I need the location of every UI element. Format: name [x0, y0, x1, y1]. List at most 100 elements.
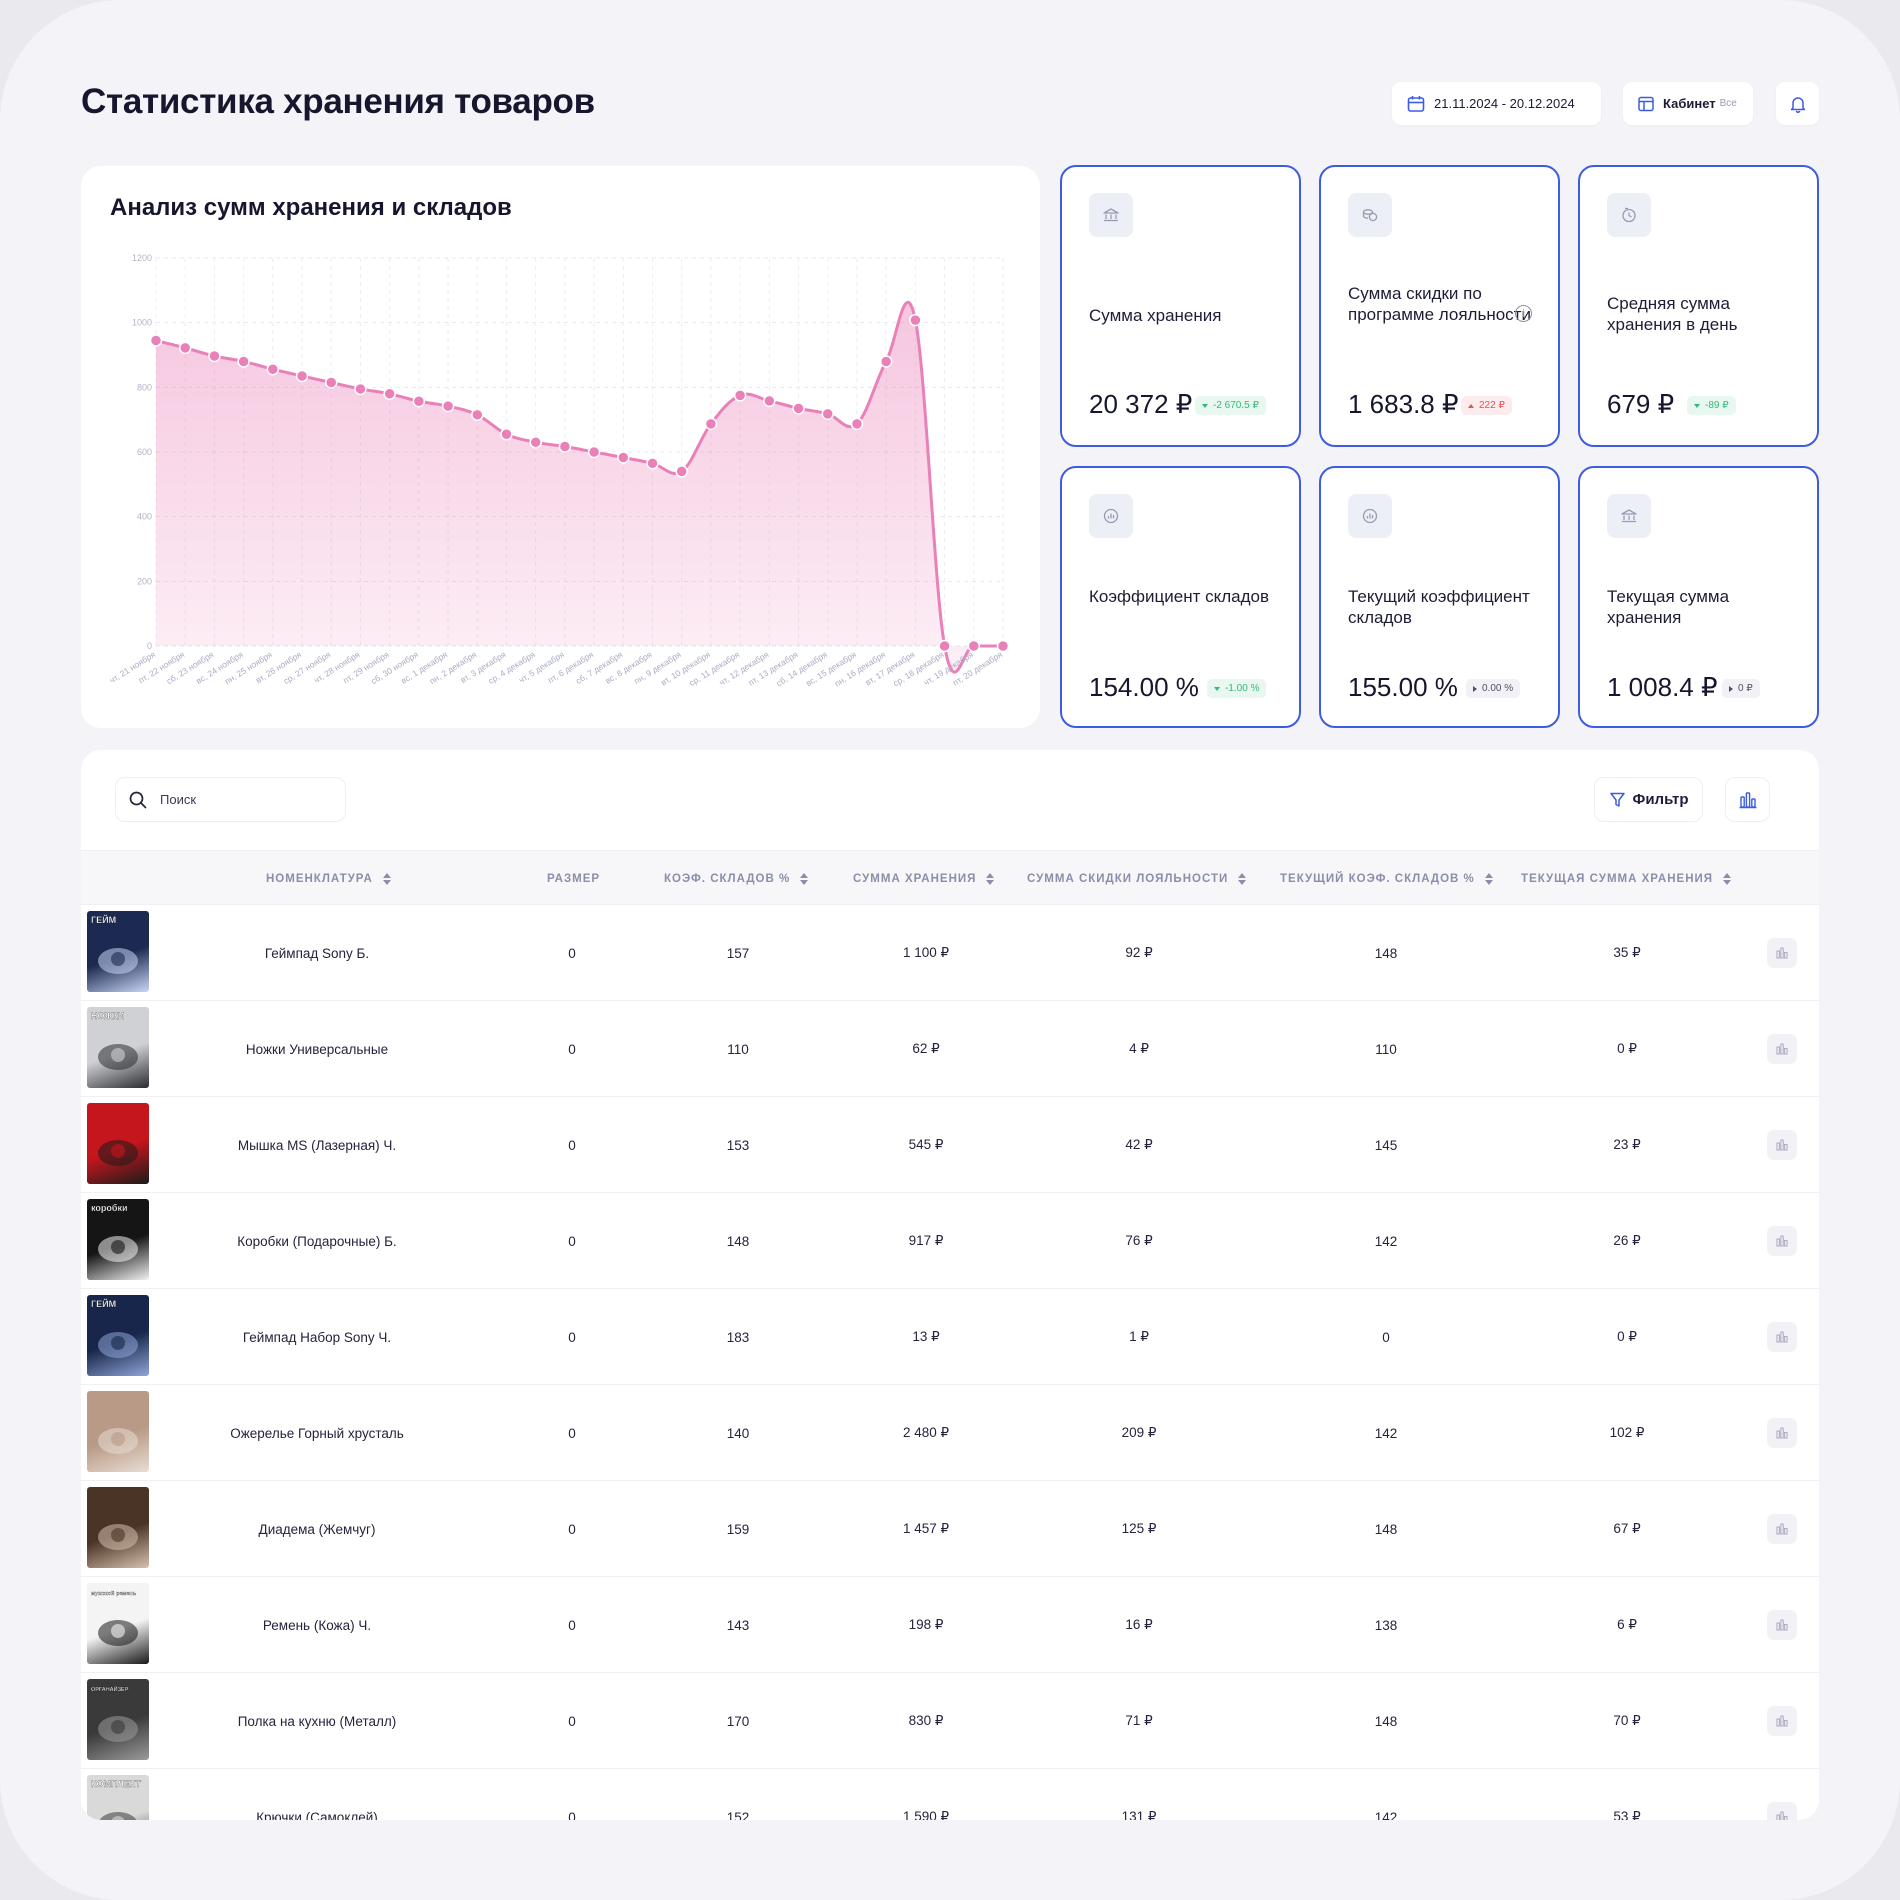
column-header-storage[interactable]: Сумма хранения	[853, 851, 995, 906]
table-row[interactable]: Ожерелье Горный хрусталь 0 140 2 480 ₽ 209 ₽…	[81, 1385, 1819, 1481]
info-icon[interactable]: i	[1515, 305, 1532, 322]
row-chart-button[interactable]	[1767, 938, 1797, 968]
search-input[interactable]: Поиск	[160, 792, 197, 807]
table-row[interactable]: ОРГАНАЙЗЕР Полка на кухню (Металл) 0 170 830…	[81, 1673, 1819, 1769]
row-chart-button[interactable]	[1767, 1514, 1797, 1544]
cabinet-value: Все	[1719, 98, 1737, 109]
sort-icon[interactable]	[1723, 872, 1732, 885]
calendar-icon	[1407, 95, 1425, 112]
y-tick-label: 400	[137, 512, 152, 522]
gauge-icon	[1362, 508, 1378, 524]
table-row[interactable]: Мышка MS (Лазерная) Ч. 0 153 545 ₽ 42 ₽ 145 23…	[81, 1097, 1819, 1193]
notifications-button[interactable]	[1776, 82, 1819, 125]
row-chart-button[interactable]	[1767, 1322, 1797, 1352]
table-body: ГЕЙМ Геймпад Sony Б. 0 157 1 100 ₽ 92 ₽ 148 35 …	[81, 905, 1819, 1820]
cell-loyalty: 131 ₽	[1121, 1809, 1157, 1820]
cell-name: Ожерелье Горный хрусталь	[230, 1425, 404, 1441]
column-header-name[interactable]: Номенклатура	[266, 851, 391, 906]
stat-delta-text: 0.00 %	[1482, 683, 1514, 694]
sort-icon[interactable]	[986, 872, 995, 885]
row-chart-button[interactable]	[1767, 1034, 1797, 1064]
product-image: ОРГАНАЙЗЕР	[91, 1685, 138, 1742]
product-image	[98, 1428, 138, 1454]
cell-name: Крючки (Самоклей)	[256, 1809, 378, 1821]
product-image: ГЕЙМ	[91, 914, 138, 974]
cell-cur-storage: 0 ₽	[1617, 1041, 1637, 1056]
cell-cur-coef: 145	[1374, 1137, 1398, 1153]
stat-delta-text: 222 ₽	[1479, 400, 1505, 411]
thumbnail-caption: ОРГАНАЙЗЕР	[91, 1685, 129, 1693]
data-point	[500, 427, 513, 441]
bar-chart-icon	[1776, 1043, 1788, 1055]
table-row[interactable]: КОМПЛЕКТ Крючки (Самоклей) 0 152 1 590 ₽ 131 …	[81, 1769, 1819, 1820]
storage-chart-card: Анализ сумм хранения и складов 0 200 400 60…	[81, 166, 1040, 728]
product-image: КОМПЛЕКТ	[91, 1779, 142, 1820]
row-chart-button[interactable]	[1767, 1802, 1797, 1820]
chart-view-button[interactable]	[1725, 777, 1770, 822]
stat-card-storage-sum: Сумма хранения 20 372 ₽ -2 670.5 ₽	[1060, 165, 1301, 447]
column-header-coef[interactable]: Коэф. складов %	[664, 851, 809, 906]
product-image: коробки	[91, 1203, 138, 1262]
bank-icon	[1621, 509, 1637, 523]
table-row[interactable]: ГЕЙМ Геймпад Sony Б. 0 157 1 100 ₽ 92 ₽ 148 35 …	[81, 905, 1819, 1001]
date-range-picker[interactable]: 21.11.2024 - 20.12.2024	[1392, 82, 1601, 125]
cell-cur-coef: 148	[1374, 1521, 1398, 1537]
product-thumbnail	[87, 1391, 149, 1472]
row-chart-button[interactable]	[1767, 1130, 1797, 1160]
sort-icon[interactable]	[800, 872, 809, 885]
data-point	[967, 639, 981, 653]
table-row[interactable]: НОЖКИ Ножки Универсальные 0 110 62 ₽ 4 ₽ 110 0 …	[81, 1001, 1819, 1097]
stat-label: Сумма скидки по программе лояльности	[1348, 284, 1531, 324]
series-area	[156, 302, 1003, 673]
product-thumbnail: НОЖКИ	[87, 1007, 149, 1088]
data-point	[763, 394, 776, 408]
cell-storage: 13 ₽	[912, 1329, 940, 1344]
row-chart-button[interactable]	[1767, 1706, 1797, 1736]
bar-chart-icon	[1776, 1811, 1788, 1820]
stat-icon-box	[1607, 494, 1651, 538]
stat-value: 20 372 ₽	[1089, 389, 1193, 419]
table-row[interactable]: Диадема (Жемчуг) 0 159 1 457 ₽ 125 ₽ 148 67 ₽	[81, 1481, 1819, 1577]
data-point	[909, 313, 922, 327]
product-thumbnail: коробки	[87, 1199, 149, 1280]
table-row[interactable]: мужской ремень Ремень (Кожа) Ч. 0 143 198 ₽ 1…	[81, 1577, 1819, 1673]
cell-loyalty: 1 ₽	[1129, 1329, 1149, 1344]
search-box[interactable]: Поиск	[115, 777, 346, 822]
bar-chart-icon	[1776, 1139, 1788, 1151]
sort-icon[interactable]	[1238, 872, 1247, 885]
product-thumbnail: ГЕЙМ	[87, 1295, 149, 1376]
table-row[interactable]: коробки Коробки (Подарочные) Б. 0 148 917 ₽ 7…	[81, 1193, 1819, 1289]
cabinet-selector[interactable]: Кабинет Все	[1623, 82, 1753, 125]
trend-arrow-icon	[1202, 403, 1208, 408]
cell-name: Диадема (Жемчуг)	[258, 1521, 376, 1537]
trend-arrow-icon	[1729, 685, 1733, 692]
filter-button[interactable]: Фильтр	[1594, 777, 1703, 822]
cell-cur-coef: 148	[1374, 1713, 1398, 1729]
product-thumbnail	[87, 1487, 149, 1568]
stat-value: 1 008.4 ₽	[1607, 672, 1718, 702]
column-header-current-storage[interactable]: Текущая сумма хранения	[1521, 851, 1732, 906]
row-chart-button[interactable]	[1767, 1226, 1797, 1256]
sort-icon[interactable]	[1484, 872, 1493, 885]
data-point	[675, 465, 688, 478]
row-chart-button[interactable]	[1767, 1418, 1797, 1448]
cell-loyalty: 42 ₽	[1125, 1137, 1153, 1152]
clock-icon	[1622, 207, 1636, 223]
y-tick-label: 200	[137, 576, 152, 586]
stat-delta-badge: 0 ₽	[1722, 679, 1760, 698]
cell-name: Геймпад Набор Sony Ч.	[242, 1329, 392, 1345]
sort-icon[interactable]	[382, 872, 391, 885]
column-header-loyalty[interactable]: Сумма скидки лояльности	[1027, 851, 1247, 906]
stat-delta-badge: -2 670.5 ₽	[1195, 396, 1266, 415]
search-icon	[129, 791, 147, 808]
stat-label: Сумма хранения	[1089, 306, 1222, 325]
data-point	[529, 436, 542, 449]
bar-chart-icon	[1776, 1619, 1788, 1631]
bar-chart-icon	[1739, 791, 1756, 808]
table-row[interactable]: ГЕЙМ Геймпад Набор Sony Ч. 0 183 13 ₽ 1 ₽ 0 0 ₽	[81, 1289, 1819, 1385]
row-chart-button[interactable]	[1767, 1610, 1797, 1640]
column-header-current-coef[interactable]: Текущий коэф. складов %	[1280, 851, 1493, 906]
filter-icon	[1609, 792, 1625, 807]
